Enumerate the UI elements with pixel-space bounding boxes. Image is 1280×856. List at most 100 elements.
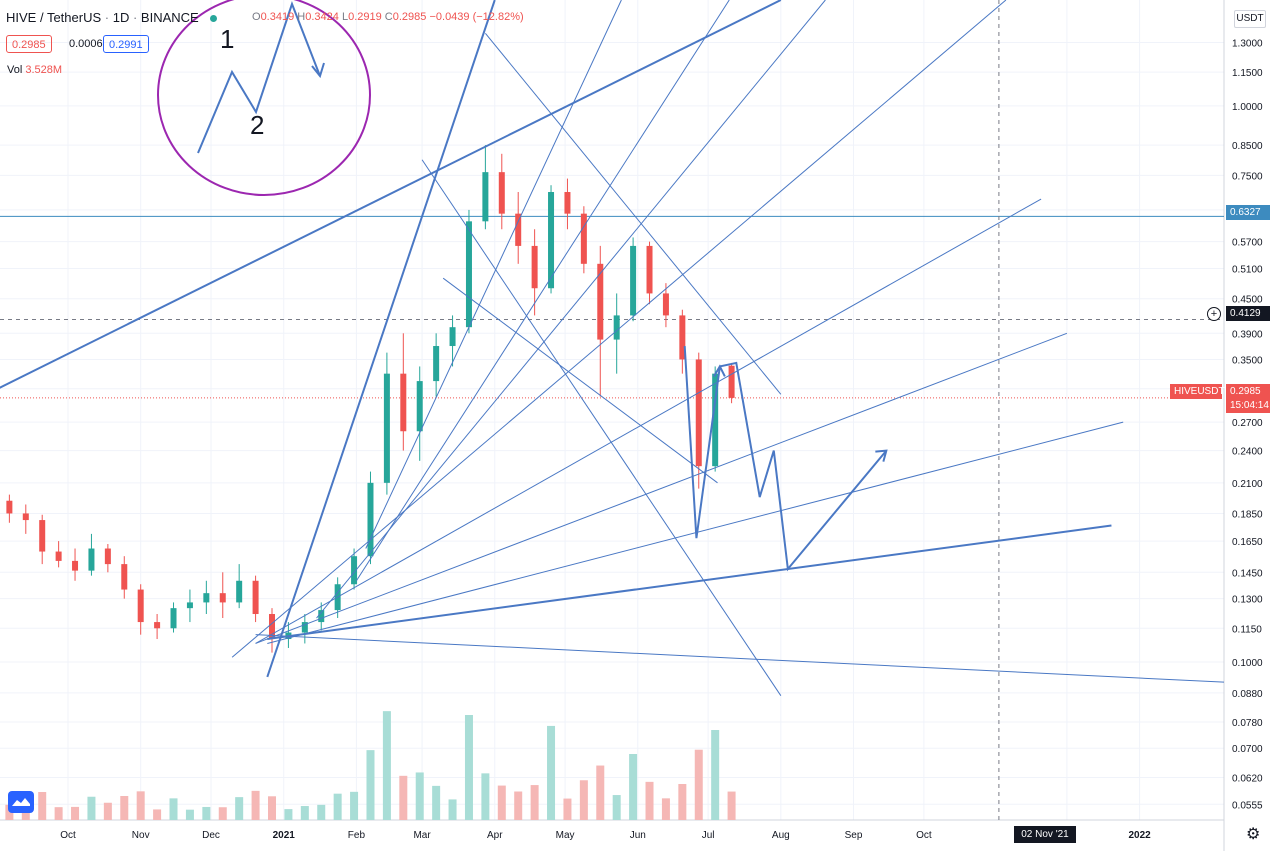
candle-body — [121, 564, 128, 590]
candle-body — [597, 263, 604, 340]
y-tick-label: 0.5700 — [1232, 238, 1263, 249]
volume-bar — [530, 785, 539, 820]
y-tick-label: 0.0780 — [1232, 718, 1263, 729]
x-tick-label: Apr — [487, 830, 503, 841]
symbol-label-tag: HIVEUSDT — [1170, 384, 1225, 399]
y-tick-label: 0.0880 — [1232, 689, 1263, 700]
candle-body — [449, 327, 456, 347]
high-label: H — [297, 11, 306, 23]
low-value: 0.2919 — [348, 11, 382, 23]
volume-bar — [54, 807, 63, 820]
y-tick-label: 1.1500 — [1232, 68, 1263, 79]
projection-arrowhead — [875, 449, 888, 462]
volume-bar — [497, 785, 506, 820]
y-tick-label: 0.2400 — [1232, 447, 1263, 458]
candle-body — [301, 622, 308, 633]
volume-bar — [481, 773, 490, 820]
candle-body — [498, 172, 505, 214]
sell-price-button[interactable]: 0.2985 — [6, 35, 52, 53]
y-tick-label: 0.0620 — [1232, 774, 1263, 785]
volume-bar — [448, 799, 457, 820]
candle-body — [88, 548, 95, 571]
annotation-ellipse — [157, 0, 371, 196]
close-label: C — [384, 11, 393, 23]
volume-bar — [547, 725, 556, 820]
y-tick-label: 0.7500 — [1232, 171, 1263, 182]
volume-bar — [120, 796, 129, 820]
candle-body — [662, 293, 669, 316]
y-tick-label: 0.5100 — [1232, 265, 1263, 276]
volume-bar — [202, 806, 211, 820]
gear-icon[interactable]: ⚙ — [1246, 826, 1261, 843]
candle-body — [318, 610, 325, 623]
candle-body — [351, 556, 358, 585]
ohlc-readout: O0.3419 H0.3424 L0.2919 C0.2985 −0.0439 … — [252, 11, 524, 23]
candle-body — [252, 580, 259, 615]
x-tick-label: Oct — [60, 830, 76, 841]
volume-bar — [169, 798, 178, 820]
y-tick-label: 0.1850 — [1232, 509, 1263, 520]
high-value: 0.3424 — [305, 11, 339, 23]
open-label: O — [252, 11, 261, 23]
trend-line — [267, 524, 1112, 641]
trend-line — [231, 0, 1007, 658]
volume-legend[interactable]: Vol 3.528M — [7, 64, 62, 76]
change-value: −0.0439 (−12.82%) — [429, 11, 524, 23]
y-tick-label: 0.3900 — [1232, 329, 1263, 340]
candle-body — [236, 580, 243, 603]
low-label: L — [341, 11, 349, 23]
candle-body — [269, 614, 275, 640]
y-tick-label: 0.0555 — [1232, 800, 1263, 811]
candle-body — [72, 560, 79, 571]
x-tick-label: Dec — [202, 830, 220, 841]
trend-line — [0, 0, 782, 389]
volume-bar — [350, 791, 359, 820]
volume-bar — [645, 781, 654, 820]
x-tick-label: Aug — [772, 830, 790, 841]
volume-bar — [218, 807, 227, 820]
volume-bar — [333, 793, 342, 820]
volume-bar — [563, 798, 572, 820]
crosshair-date-tag: 02 Nov '21 — [1014, 826, 1076, 843]
volume-bar — [185, 809, 194, 820]
buy-price-button[interactable]: 0.2991 — [103, 35, 149, 53]
volume-bar — [432, 785, 441, 820]
crosshair-plus-icon[interactable]: + — [1207, 307, 1221, 321]
candle-body — [154, 622, 161, 629]
y-tick-label: 0.8500 — [1232, 141, 1263, 152]
x-tick-label: Jun — [630, 830, 646, 841]
countdown-tag: 15:04:14 — [1226, 398, 1270, 413]
open-value: 0.3419 — [260, 11, 295, 23]
volume-bar — [136, 791, 145, 820]
candle-body — [137, 589, 144, 623]
trend-line — [255, 198, 1042, 644]
interval[interactable]: 1D — [112, 10, 130, 25]
candle-body — [613, 315, 620, 340]
trend-line — [266, 0, 496, 678]
trend-line — [421, 159, 782, 696]
last-price-tag: 0.2985 — [1226, 384, 1270, 399]
candle-body — [203, 593, 210, 603]
candle-body — [712, 373, 719, 467]
symbol-header[interactable]: HIVE / TetherUS · 1D · BINANCE — [6, 10, 218, 25]
symbol-name[interactable]: HIVE / TetherUS — [6, 10, 102, 25]
volume-bar — [694, 749, 703, 820]
annotation-label-2: 2 — [250, 110, 264, 140]
separator: · — [104, 10, 113, 25]
spread-value: 0.0006 — [69, 38, 103, 50]
trend-line — [365, 0, 622, 549]
volume-bar — [678, 784, 687, 820]
trend-line — [442, 277, 718, 484]
trend-line — [355, 0, 730, 582]
candle-body — [465, 221, 472, 328]
projection-arrowhead — [713, 364, 726, 377]
volume-bar — [629, 754, 638, 820]
candle-body — [186, 602, 193, 609]
x-tick-label: Nov — [132, 830, 150, 841]
y-tick-label: 0.4500 — [1232, 295, 1263, 306]
tradingview-logo-icon[interactable] — [8, 791, 34, 813]
y-tick-label: 0.0700 — [1232, 744, 1263, 755]
currency-selector[interactable]: USDT — [1234, 10, 1266, 28]
